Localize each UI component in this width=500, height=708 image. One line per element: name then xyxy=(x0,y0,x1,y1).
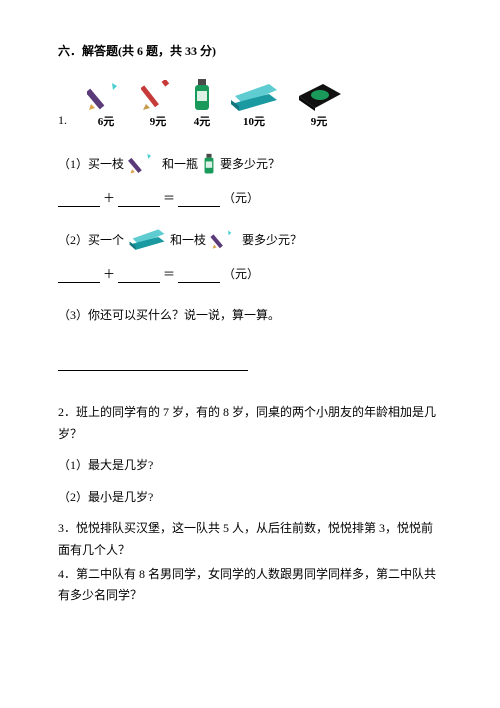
case-icon xyxy=(229,84,279,112)
equals-sign: ＝ xyxy=(163,191,175,205)
q1-eq2: ＋ ＝ （元） xyxy=(58,265,442,283)
q4-text: 4．第二中队有 8 名男同学，女同学的人数跟男同学同样多，第二中队共有多少名同学… xyxy=(58,564,442,607)
product-pencil: 6元 xyxy=(87,82,125,131)
product-pen: 9元 xyxy=(141,80,175,131)
plus-sign: ＋ xyxy=(103,191,115,205)
product-bottle: 4元 xyxy=(191,78,213,131)
case-icon xyxy=(128,229,166,251)
q2-sub1: （1）最大是几岁? xyxy=(58,455,442,477)
q1-sub1-label: （1）买一枝 xyxy=(58,155,124,173)
section-title: 六．解答题(共 6 题，共 33 分) xyxy=(58,42,442,60)
q1-number: 1. xyxy=(58,111,67,131)
q1-sub2-label: （2）买一个 xyxy=(58,231,124,249)
bottle-icon xyxy=(202,153,216,175)
price-pen: 9元 xyxy=(150,114,167,131)
price-bottle: 4元 xyxy=(194,114,211,131)
unit-label: （元） xyxy=(223,191,259,205)
bottle-icon xyxy=(191,78,213,112)
q1-sub2: （2）买一个 和一枝 要多少元？ xyxy=(58,229,442,251)
blank-input[interactable] xyxy=(58,192,100,207)
q3-text: 3．悦悦排队买汉堡，这一队共 5 人，从后往前数，悦悦排第 3，悦悦前面有几个人… xyxy=(58,518,442,561)
q1-sub2-mid: 和一枝 xyxy=(170,231,206,249)
product-case: 10元 xyxy=(229,84,279,131)
pencil-icon xyxy=(210,230,238,250)
q1-sub1-tail: 要多少元？ xyxy=(220,155,280,173)
product-inkpad: 9元 xyxy=(295,82,343,131)
unit-label: （元） xyxy=(223,267,259,281)
plus-sign: ＋ xyxy=(103,267,115,281)
blank-input[interactable] xyxy=(58,268,100,283)
pencil-icon xyxy=(87,82,125,112)
blank-input[interactable] xyxy=(178,192,220,207)
q1-sub1: （1）买一枝 和一瓶 要多少元？ xyxy=(58,153,442,175)
equals-sign: ＝ xyxy=(163,267,175,281)
q2-sub2: （2）最小是几岁? xyxy=(58,487,442,509)
inkpad-icon xyxy=(295,82,343,112)
pencil-icon xyxy=(128,153,158,175)
q1-products: 1. 6元 9元 4元 xyxy=(58,78,442,131)
q2-text: 2．班上的同学有的 7 岁，有的 8 岁，同桌的两个小朋友的年龄相加是几岁？ xyxy=(58,402,442,445)
q1-eq1: ＋ ＝ （元） xyxy=(58,189,442,207)
long-blank-input[interactable] xyxy=(58,356,248,371)
blank-input[interactable] xyxy=(178,268,220,283)
price-pencil: 6元 xyxy=(98,114,115,131)
blank-input[interactable] xyxy=(118,268,160,283)
pen-icon xyxy=(141,80,175,112)
q1-sub1-mid: 和一瓶 xyxy=(162,155,198,173)
q1-sub3: （3）你还可以买什么？说一说，算一算。 xyxy=(58,305,442,327)
price-inkpad: 9元 xyxy=(311,114,328,131)
q1-sub2-tail: 要多少元？ xyxy=(242,231,302,249)
price-case: 10元 xyxy=(243,114,265,131)
blank-input[interactable] xyxy=(118,192,160,207)
